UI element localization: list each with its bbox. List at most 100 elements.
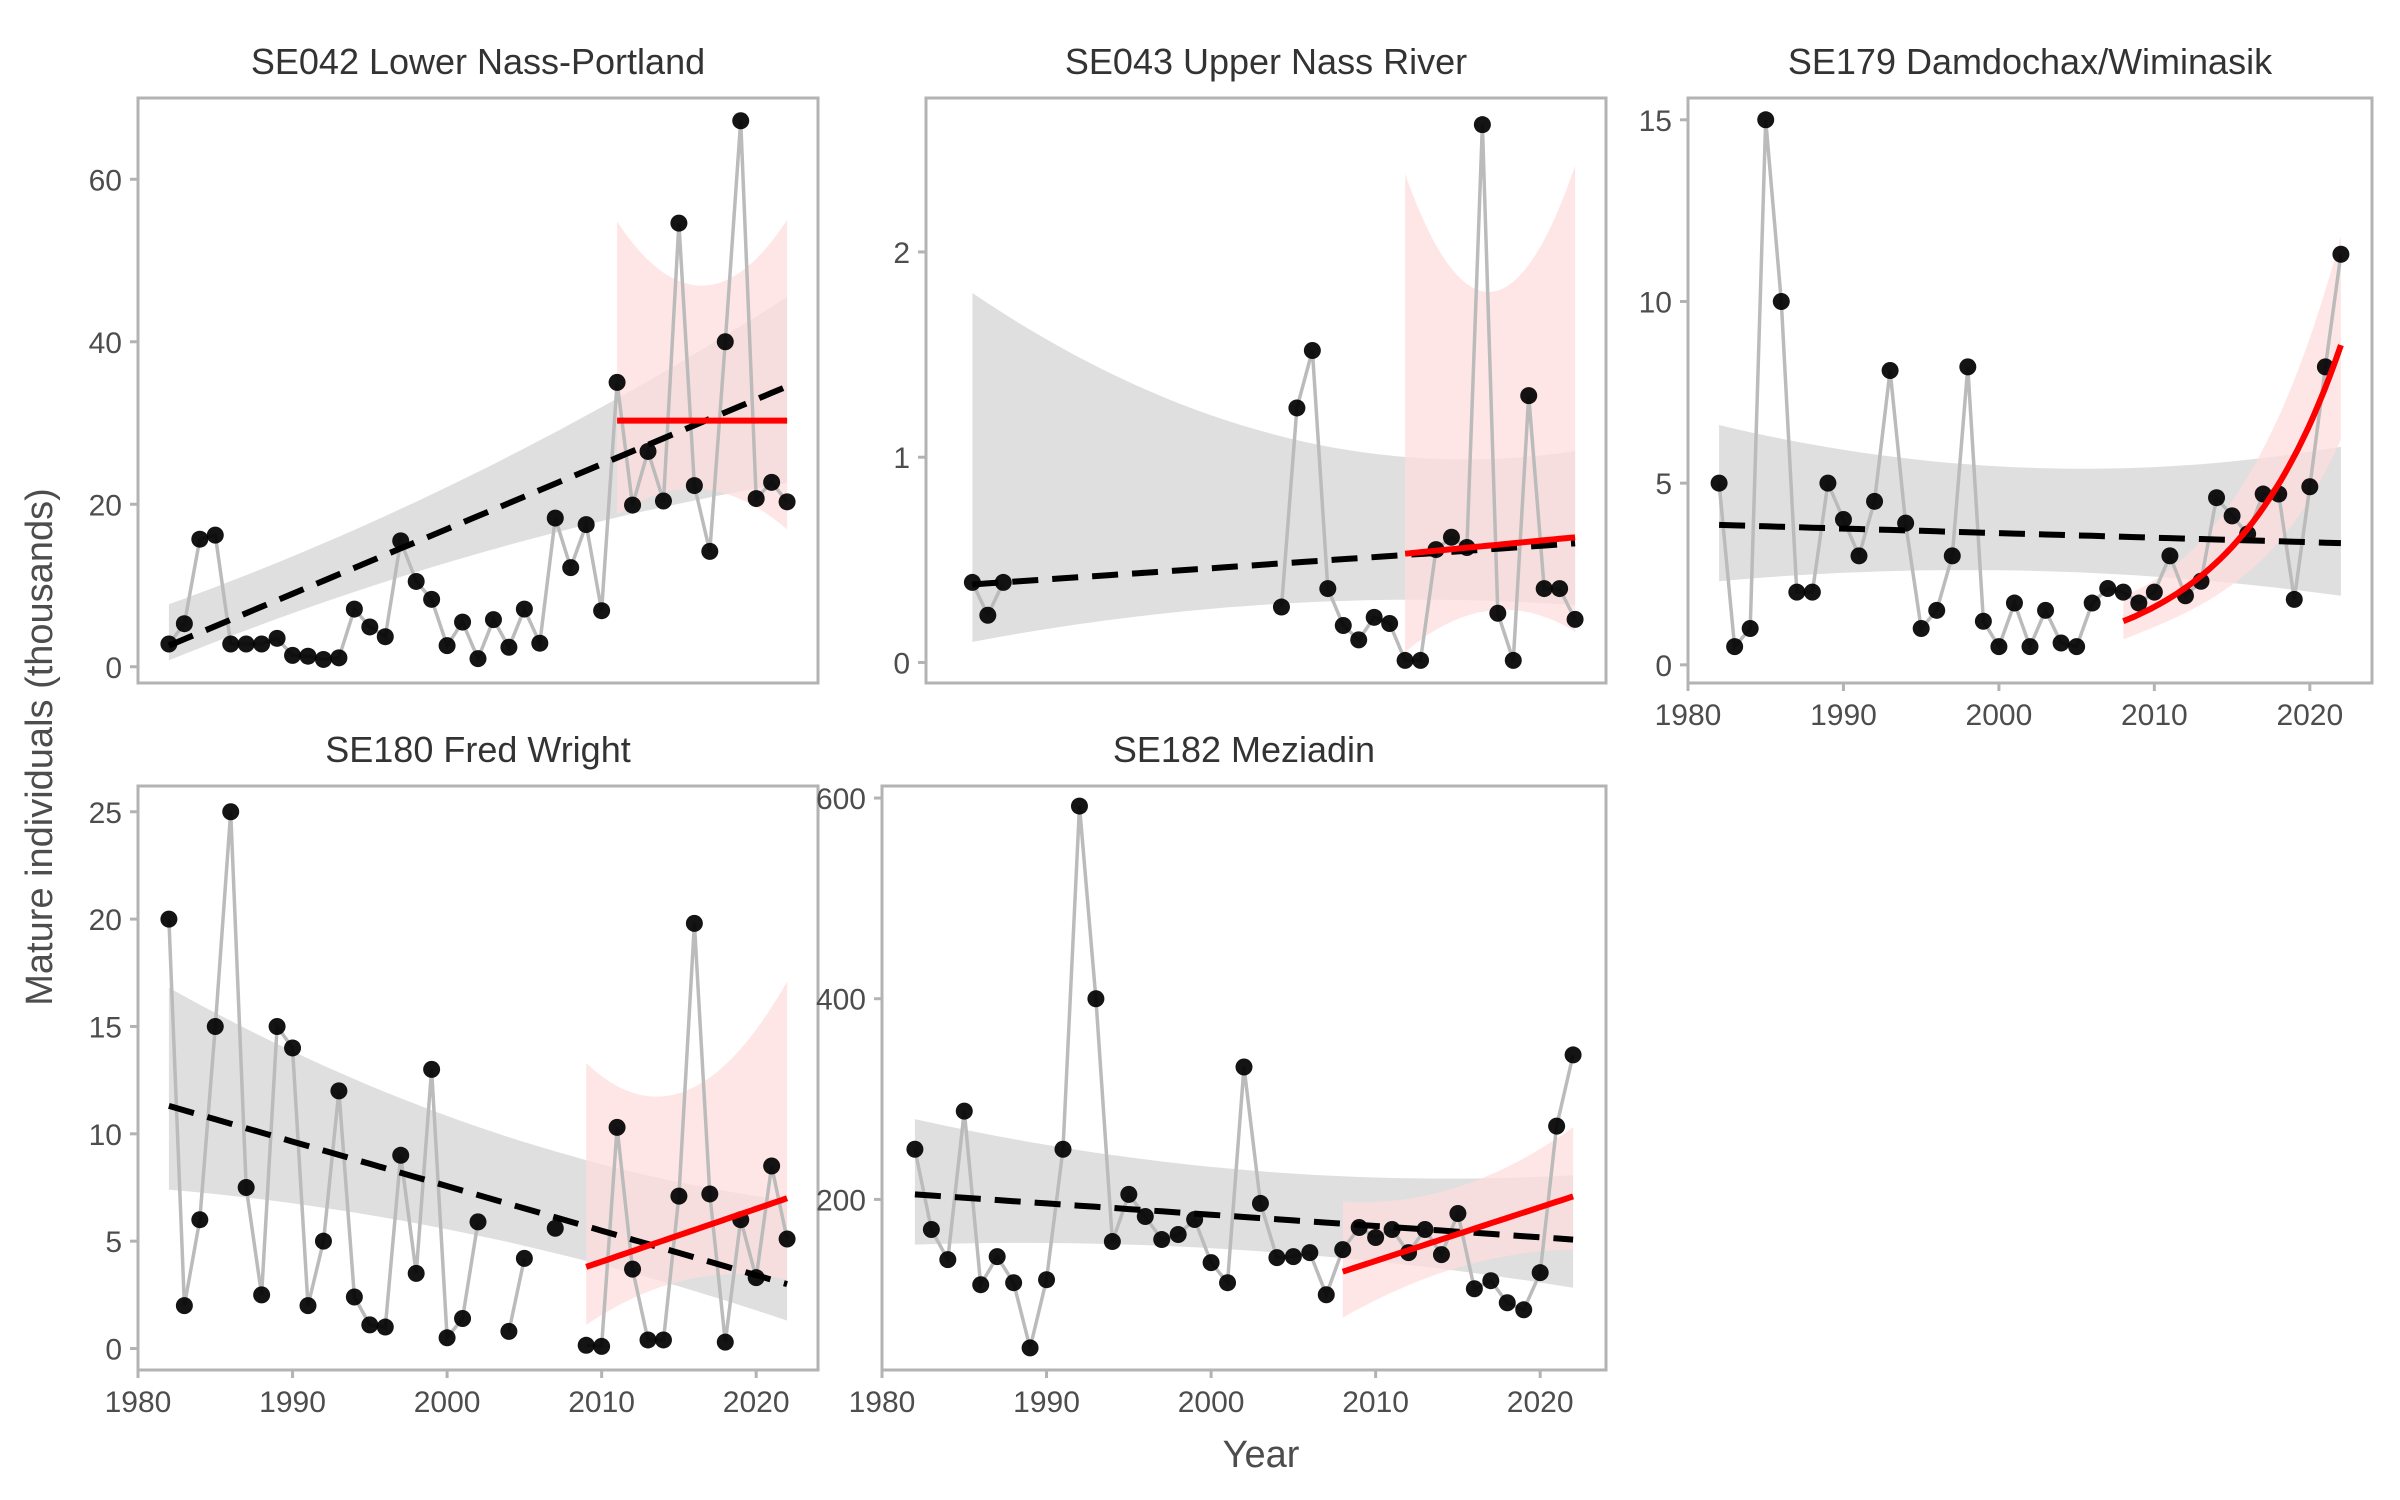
panel-border: [136, 784, 820, 1372]
data-point: [2332, 245, 2350, 263]
data-point: [1365, 608, 1383, 626]
data-point: [1741, 619, 1759, 637]
panel-title: SE179 Damdochax/Wiminasik: [1788, 41, 2273, 82]
data-point: [1990, 638, 2008, 656]
data-point: [2052, 634, 2070, 652]
y-axis-label: Mature individuals (thousands): [19, 488, 61, 1006]
data-point: [268, 629, 286, 647]
data-point: [778, 493, 796, 511]
x-tick-label: 2000: [1966, 699, 2033, 732]
data-point: [1272, 598, 1290, 616]
data-point: [423, 1060, 441, 1078]
y-tick-label: 15: [89, 1011, 122, 1044]
data-point: [284, 646, 302, 664]
data-point: [1520, 387, 1538, 405]
y-tick-label: 5: [105, 1226, 122, 1259]
data-point: [1959, 358, 1977, 376]
data-point: [2161, 547, 2179, 565]
data-point: [361, 1316, 379, 1334]
x-tick-label: 2000: [414, 1386, 481, 1419]
data-point: [1772, 292, 1790, 310]
data-point: [639, 442, 657, 460]
data-point: [716, 333, 734, 351]
data-point: [654, 492, 672, 510]
data-point: [1038, 1271, 1056, 1289]
panel-2: SE043 Upper Nass River 0 1 2: [893, 41, 1608, 685]
data-point: [1136, 1207, 1154, 1225]
long-term-trend-line: [914, 1191, 1574, 1243]
data-point: [423, 590, 441, 608]
data-point: [469, 650, 487, 668]
data-point: [500, 638, 518, 656]
long-term-trend-line: [1719, 521, 2341, 547]
data-point: [1850, 547, 1868, 565]
recent-trend-line: [1404, 534, 1576, 557]
data-point: [345, 1288, 363, 1306]
data-point: [939, 1251, 957, 1269]
data-point: [160, 910, 178, 928]
panel-border: [924, 96, 1608, 685]
x-tick-label: 2020: [2276, 699, 2343, 732]
data-point: [1943, 547, 1961, 565]
data-point: [922, 1221, 940, 1239]
data-point: [1726, 638, 1744, 656]
data-point: [2037, 601, 2055, 619]
long-term-trend-line: [168, 1103, 788, 1287]
data-point: [701, 1185, 719, 1203]
data-point: [1412, 651, 1430, 669]
y-tick-label: 20: [89, 904, 122, 937]
x-tick-label: 2020: [723, 1386, 790, 1419]
data-point: [763, 473, 781, 491]
data-point: [624, 496, 642, 514]
y-tick-label: 40: [89, 327, 122, 360]
data-point: [1710, 474, 1728, 492]
data-point: [1449, 1204, 1467, 1222]
data-point: [608, 373, 626, 391]
panel-title: SE180 Fred Wright: [325, 729, 630, 770]
data-point: [500, 1322, 518, 1340]
data-point: [175, 1297, 193, 1315]
data-point: [1303, 341, 1321, 359]
y-tick-label: 15: [1639, 105, 1672, 138]
data-point: [906, 1140, 924, 1158]
data-point: [438, 637, 456, 655]
series-line: [586, 923, 789, 1349]
recent-trend-line: [585, 1195, 789, 1270]
data-point: [1251, 1194, 1269, 1212]
data-point: [1103, 1233, 1121, 1251]
data-point: [407, 572, 425, 590]
panel-title: SE042 Lower Nass-Portland: [251, 41, 705, 82]
data-point: [515, 600, 533, 618]
data-point: [2083, 594, 2101, 612]
data-point: [2130, 594, 2148, 612]
y-tick-label: 1: [893, 442, 910, 475]
data-point: [1054, 1140, 1072, 1158]
data-point: [1757, 111, 1775, 129]
data-point: [314, 650, 332, 668]
panel-1: SE042 Lower Nass-Portland 0 20 40 60: [89, 41, 820, 685]
data-point: [376, 1318, 394, 1336]
x-tick-label: 2000: [1178, 1386, 1245, 1419]
y-tick-label: 0: [1655, 650, 1672, 683]
panel-title: SE043 Upper Nass River: [1065, 41, 1467, 82]
series-line: [507, 1258, 527, 1332]
data-point: [701, 542, 719, 560]
data-point: [685, 914, 703, 932]
data-point: [1531, 1264, 1549, 1282]
data-point: [376, 628, 394, 646]
data-point: [593, 602, 611, 620]
x-tick-label: 1990: [259, 1386, 326, 1419]
data-point: [685, 477, 703, 495]
data-point: [732, 112, 750, 130]
panel-title: SE182 Meziadin: [1113, 729, 1375, 770]
data-point: [1566, 610, 1584, 628]
data-point: [392, 1146, 410, 1164]
y-tick-label: 10: [89, 1119, 122, 1152]
data-point: [299, 1297, 317, 1315]
data-point: [515, 1249, 533, 1267]
data-point: [1928, 601, 1946, 619]
data-point: [454, 1309, 472, 1327]
x-axis-label: Year: [1223, 1434, 1300, 1476]
panel-4: SE180 Fred Wright 0 5 10 15 20 25 1980 1990 2000 2…: [89, 729, 820, 1419]
